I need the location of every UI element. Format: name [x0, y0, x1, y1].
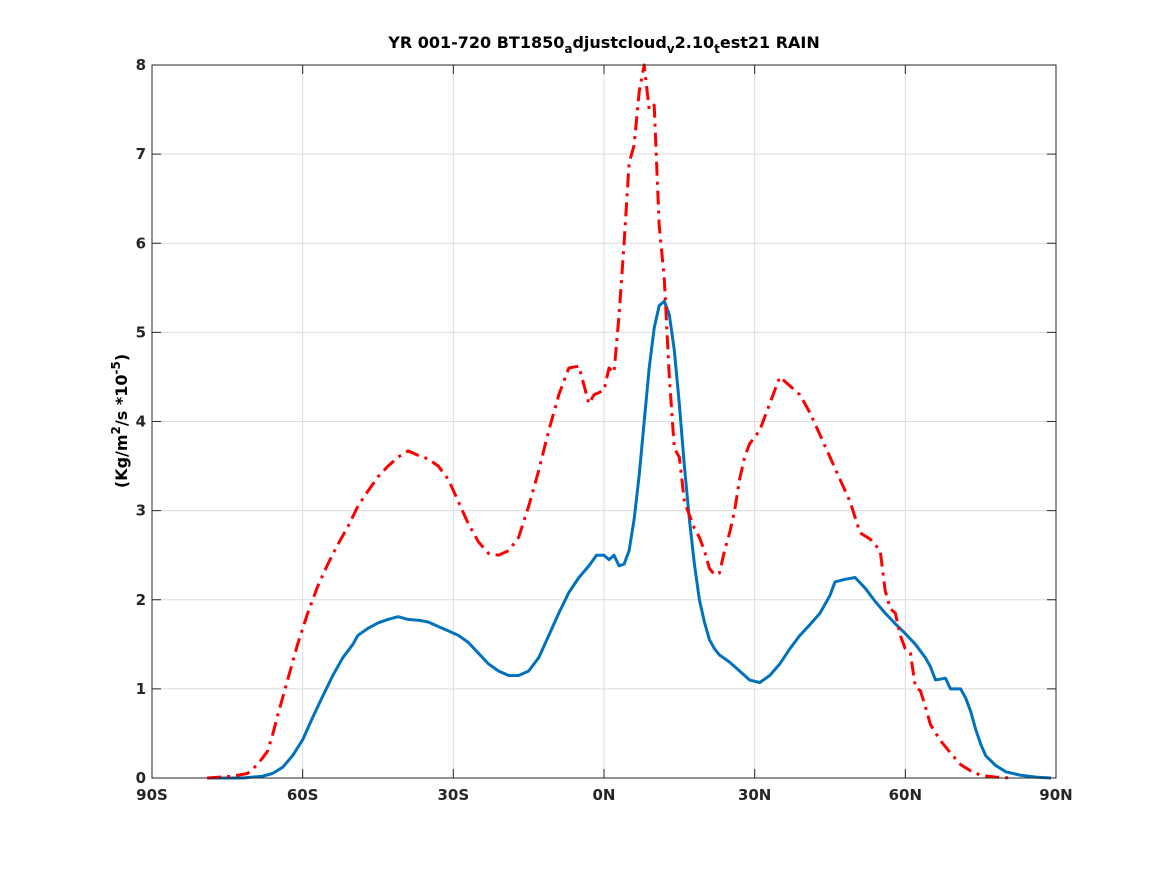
y-tick-label: 3	[136, 502, 146, 520]
title-subscript: a	[564, 42, 572, 56]
y-axis-label: (Kg/m2/s *10-5)	[109, 354, 131, 488]
y-tick-label: 0	[136, 769, 146, 787]
y-tick-label: 8	[136, 56, 146, 74]
y-tick-label: 5	[136, 323, 146, 341]
title-segment: djustcloud	[572, 33, 666, 52]
x-tick-label: 90N	[1039, 786, 1072, 804]
y-tick-label: 2	[136, 591, 146, 609]
x-tick-label: 60S	[287, 786, 319, 804]
title-subscript: v	[667, 42, 675, 56]
y-label-segment: )	[112, 354, 131, 361]
x-tick-label: 90S	[136, 786, 168, 804]
y-tick-label: 6	[136, 234, 146, 252]
x-tick-label: 30N	[738, 786, 771, 804]
title-segment: est21 RAIN	[720, 33, 820, 52]
series-layer	[207, 63, 1052, 780]
series-line-1	[207, 299, 1052, 780]
y-label-segment: (Kg/m	[112, 434, 131, 488]
x-tick-label: 60N	[889, 786, 922, 804]
y-tick-label: 1	[136, 680, 146, 698]
y-tick-labels: 0 1 2 3 4 5 6 7 8	[136, 56, 146, 787]
title-subscript: t	[714, 42, 720, 56]
y-label-superscript: 2	[109, 426, 123, 434]
x-tick-label: 0N	[593, 786, 616, 804]
y-label-segment: /s *10	[112, 375, 131, 427]
y-label-superscript: -5	[109, 361, 123, 374]
series-line-2	[207, 63, 1011, 780]
x-tick-label: 30S	[437, 786, 469, 804]
x-tick-labels: 90S 60S 30S 0N 30N 60N 90N	[136, 786, 1073, 804]
chart-title: YR 001-720 BT1850adjustcloudv2.10test21 …	[387, 33, 820, 56]
title-segment: 2.10	[675, 33, 714, 52]
y-tick-label: 4	[136, 413, 146, 431]
tick-marks	[151, 64, 1057, 779]
y-tick-label: 7	[136, 145, 146, 163]
title-segment: YR 001-720 BT1850	[387, 33, 564, 52]
